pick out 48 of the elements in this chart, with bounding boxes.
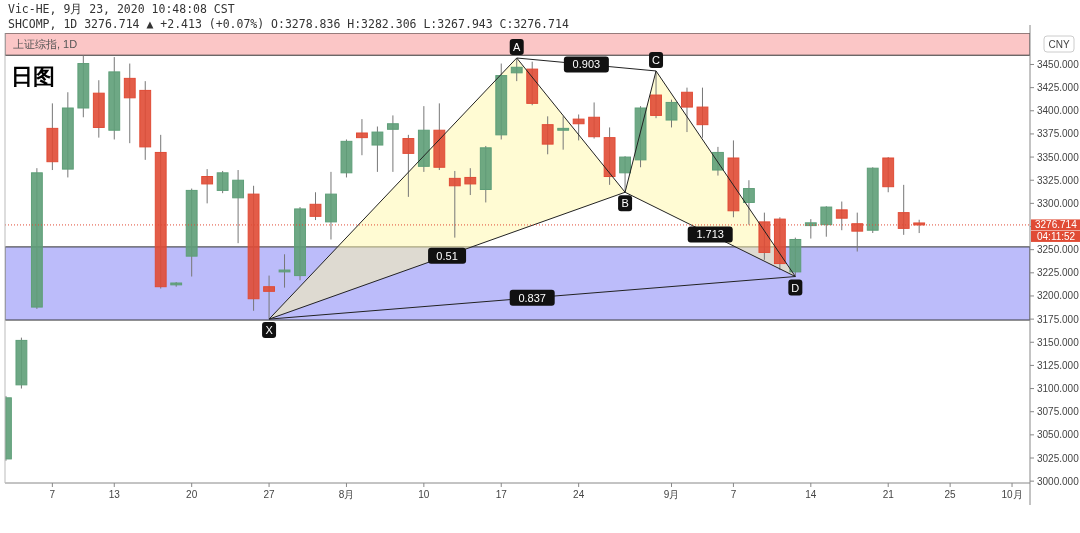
y-tick-label: 3425.000 [1037, 82, 1080, 94]
annotation: 0.837 [518, 291, 546, 304]
y-tick-label: 3325.000 [1037, 174, 1080, 186]
y-tick-label: 3350.000 [1037, 151, 1080, 163]
band-label: 上证综指, 1D [13, 38, 78, 51]
annotation: 0.51 [436, 249, 458, 262]
y-tick-label: 3225.000 [1037, 267, 1080, 279]
data-label: C [652, 53, 661, 66]
text: 04:11:52 [1037, 230, 1076, 242]
chart-title: Vic-HE, 9月 23, 2020 10:48:08 CST [8, 2, 235, 16]
data-label: A [513, 41, 522, 53]
y-tick-label: 3300.000 [1037, 197, 1080, 209]
y-tick-label: 3100.000 [1037, 383, 1080, 395]
chart-subtitle: SHCOMP, 1D 3276.714 ▲ +2.413 (+0.07%) O:3278.836 H:3282.306 L:3267.943 C:3276.714 [8, 17, 569, 31]
x-tick-label: 25 [944, 489, 957, 500]
x-tick-label: 10月 [1001, 489, 1023, 500]
x-tick-label: 8月 [338, 489, 355, 500]
y-tick-label: 3150.000 [1037, 336, 1080, 348]
y-tick-label: 3000.000 [1037, 475, 1080, 487]
data-label: D [791, 281, 800, 294]
x-tick-label: 14 [805, 489, 817, 500]
annotation: 0.903 [572, 58, 601, 71]
y-tick-label: 3250.000 [1037, 244, 1080, 256]
y-tick-label: 3125.000 [1037, 359, 1080, 371]
x-tick-label: 17 [495, 489, 508, 500]
x-tick-label: 10 [418, 489, 430, 500]
ref-line-label: 3276.714 [1035, 219, 1078, 231]
x-tick-label: 7 [49, 489, 56, 500]
annotation: 1.713 [696, 228, 724, 241]
y-tick-label: 3075.000 [1037, 406, 1080, 418]
annotation: 日图 [11, 64, 55, 89]
x-tick-label: 13 [108, 489, 121, 500]
data-label: B [621, 197, 629, 210]
data-label: X [265, 324, 274, 337]
x-tick-label: 7 [730, 489, 737, 500]
x-tick-label: 20 [186, 489, 198, 500]
y-tick-label: 3200.000 [1037, 290, 1080, 302]
x-tick-label: 27 [263, 489, 276, 500]
text: CNY [1048, 39, 1070, 50]
y-tick-label: 3025.000 [1037, 452, 1080, 464]
y-tick-label: 3400.000 [1037, 105, 1080, 117]
y-tick-label: 3050.000 [1037, 429, 1080, 441]
y-tick-label: 3450.000 [1037, 58, 1080, 70]
y-tick-label: 3175.000 [1037, 313, 1080, 325]
x-tick-label: 24 [573, 489, 585, 500]
x-tick-label: 9月 [663, 489, 680, 500]
x-tick-label: 21 [882, 489, 895, 500]
y-tick-label: 3375.000 [1037, 128, 1080, 140]
